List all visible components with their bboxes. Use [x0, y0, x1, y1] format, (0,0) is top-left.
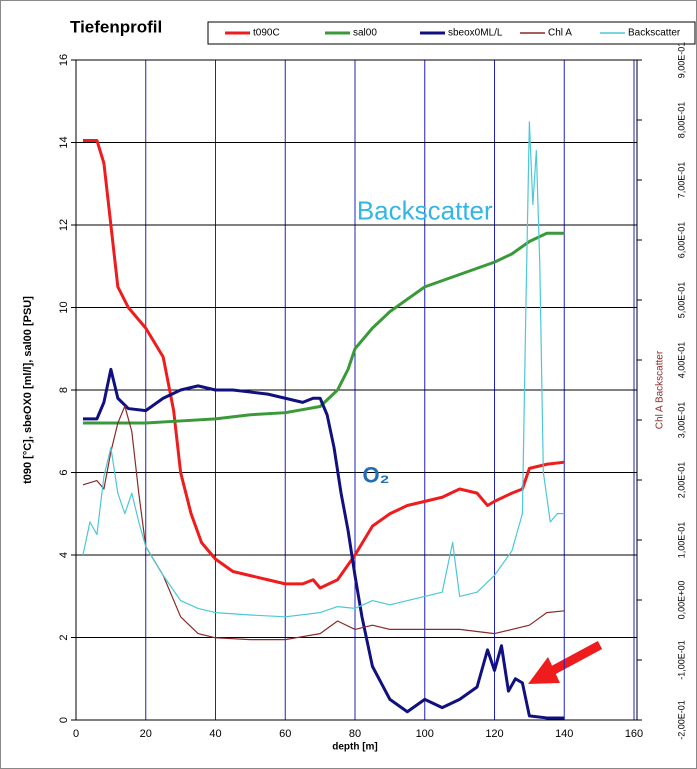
y-tick-label: 12: [58, 219, 70, 231]
y2-tick-label: 2,00E-01: [676, 462, 686, 499]
legend-label: sal00: [353, 28, 377, 39]
y2-tick-label: 1,00E-01: [676, 522, 686, 559]
x-tick-label: 140: [555, 728, 573, 740]
annotation: O₂: [362, 462, 389, 487]
legend-box: [207, 21, 696, 45]
x-tick-label: 160: [625, 728, 643, 740]
x-tick-label: 80: [349, 728, 361, 740]
y2-tick-label: 7,00E-01: [676, 162, 686, 199]
annotation: Backscatter: [357, 196, 493, 226]
y2-tick-label: 3,00E-01: [676, 402, 686, 439]
series-line: [82, 231, 565, 425]
y-tick-label: 8: [58, 387, 70, 393]
x-tick-label: 120: [485, 728, 503, 740]
legend-label: Chl A: [548, 28, 572, 39]
series-line: [82, 405, 565, 641]
y2-tick-label: 0,00E+00: [676, 581, 686, 620]
y2-tick-label: 8,00E-01: [676, 102, 686, 139]
series-line: [82, 367, 565, 720]
y2-tick-label: -1,00E-01: [676, 640, 686, 680]
y-tick-label: 4: [58, 552, 70, 558]
legend-label: t090C: [253, 28, 280, 39]
x-axis-label: depth [m]: [332, 742, 378, 753]
y2-tick-label: 6,00E-01: [676, 222, 686, 259]
y2-axis-label: Chl A Backscatter: [655, 350, 666, 429]
y-tick-label: 2: [58, 634, 70, 640]
legend-label: Backscatter: [628, 28, 681, 39]
x-tick-label: 0: [73, 728, 79, 740]
y2-tick-label: -2,00E-01: [676, 700, 686, 740]
y-tick-label: 10: [58, 301, 70, 313]
series-line: [82, 138, 565, 590]
chart-title: Tiefenprofil: [70, 17, 162, 36]
x-tick-label: 100: [416, 728, 434, 740]
y-tick-label: 0: [58, 717, 70, 723]
x-tick-label: 40: [209, 728, 221, 740]
y2-tick-label: 5,00E-01: [676, 282, 686, 319]
y-tick-label: 16: [58, 54, 70, 66]
x-tick-label: 60: [279, 728, 291, 740]
y2-tick-label: 9,00E-01: [676, 42, 686, 79]
y-axis-label: t090 [°C], sbeOX0 [ml/l], sal00 [PSU]: [22, 296, 34, 484]
series-line: [82, 121, 565, 618]
arrow: [528, 641, 603, 684]
y-tick-label: 6: [58, 469, 70, 475]
legend-label: sbeox0ML/L: [448, 28, 503, 39]
y2-tick-label: 4,00E-01: [676, 342, 686, 379]
x-tick-label: 20: [140, 728, 152, 740]
y-tick-label: 14: [58, 136, 70, 148]
